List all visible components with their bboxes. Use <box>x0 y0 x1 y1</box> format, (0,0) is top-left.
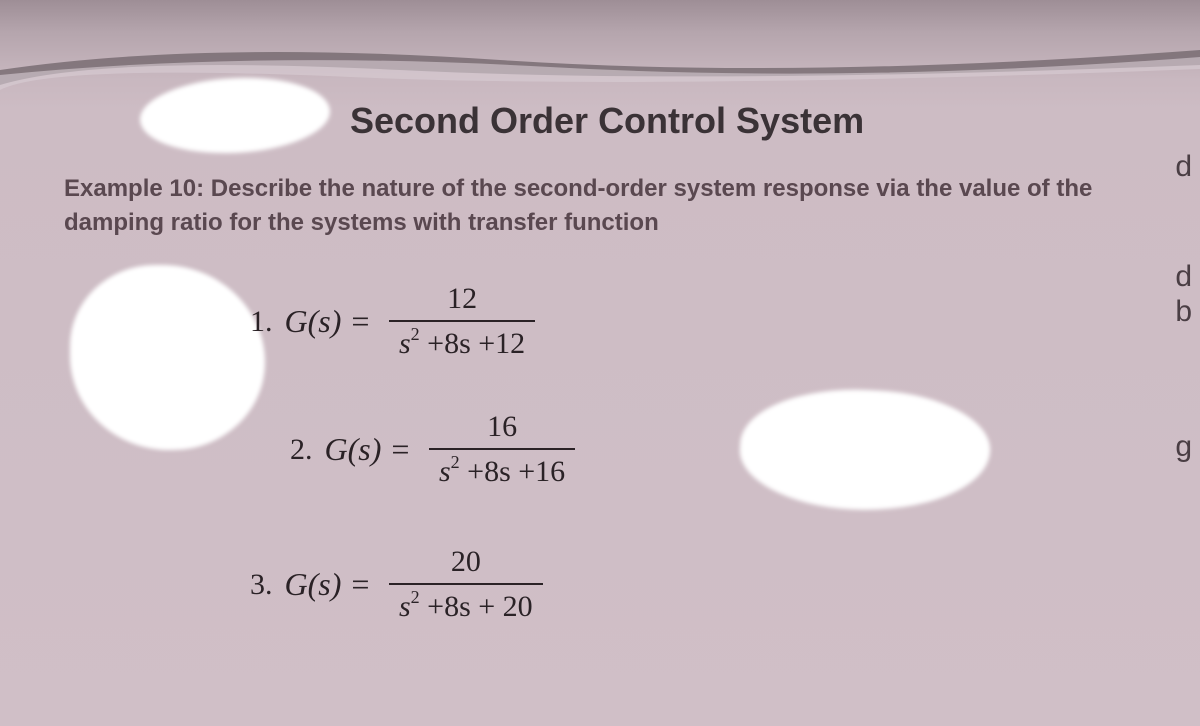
page-title: Second Order Control System <box>350 100 864 142</box>
example-prompt: Example 10: Describe the nature of the s… <box>64 172 1120 239</box>
denominator: s2 +8s +16 <box>429 448 575 489</box>
example-body: Describe the nature of the second-order … <box>64 175 1092 236</box>
equation-lhs: G(s) = <box>285 566 371 603</box>
equation-index: 1. <box>250 305 273 339</box>
cropped-edge-text: d <box>1175 150 1192 184</box>
denominator: s2 +8s +12 <box>389 320 535 361</box>
equation-2: 2. G(s) = 16 s2 +8s +16 <box>290 410 581 489</box>
cropped-edge-text: b <box>1175 295 1192 329</box>
equation-fraction: 20 s2 +8s + 20 <box>389 545 543 624</box>
numerator: 12 <box>429 282 495 320</box>
equation-1: 1. G(s) = 12 s2 +8s +12 <box>250 282 541 361</box>
denominator: s2 +8s + 20 <box>389 583 543 624</box>
equation-fraction: 16 s2 +8s +16 <box>429 410 575 489</box>
equation-3: 3. G(s) = 20 s2 +8s + 20 <box>250 545 549 624</box>
equation-lhs: G(s) = <box>325 431 411 468</box>
numerator: 20 <box>433 545 499 583</box>
equation-index: 3. <box>250 568 273 602</box>
decorative-wave <box>0 35 1200 95</box>
numerator: 16 <box>469 410 535 448</box>
equation-lhs: G(s) = <box>285 303 371 340</box>
equation-fraction: 12 s2 +8s +12 <box>389 282 535 361</box>
equation-index: 2. <box>290 433 313 467</box>
example-label: Example 10: <box>64 175 204 202</box>
cropped-edge-text: g <box>1175 430 1192 464</box>
cropped-edge-text: d <box>1175 260 1192 294</box>
